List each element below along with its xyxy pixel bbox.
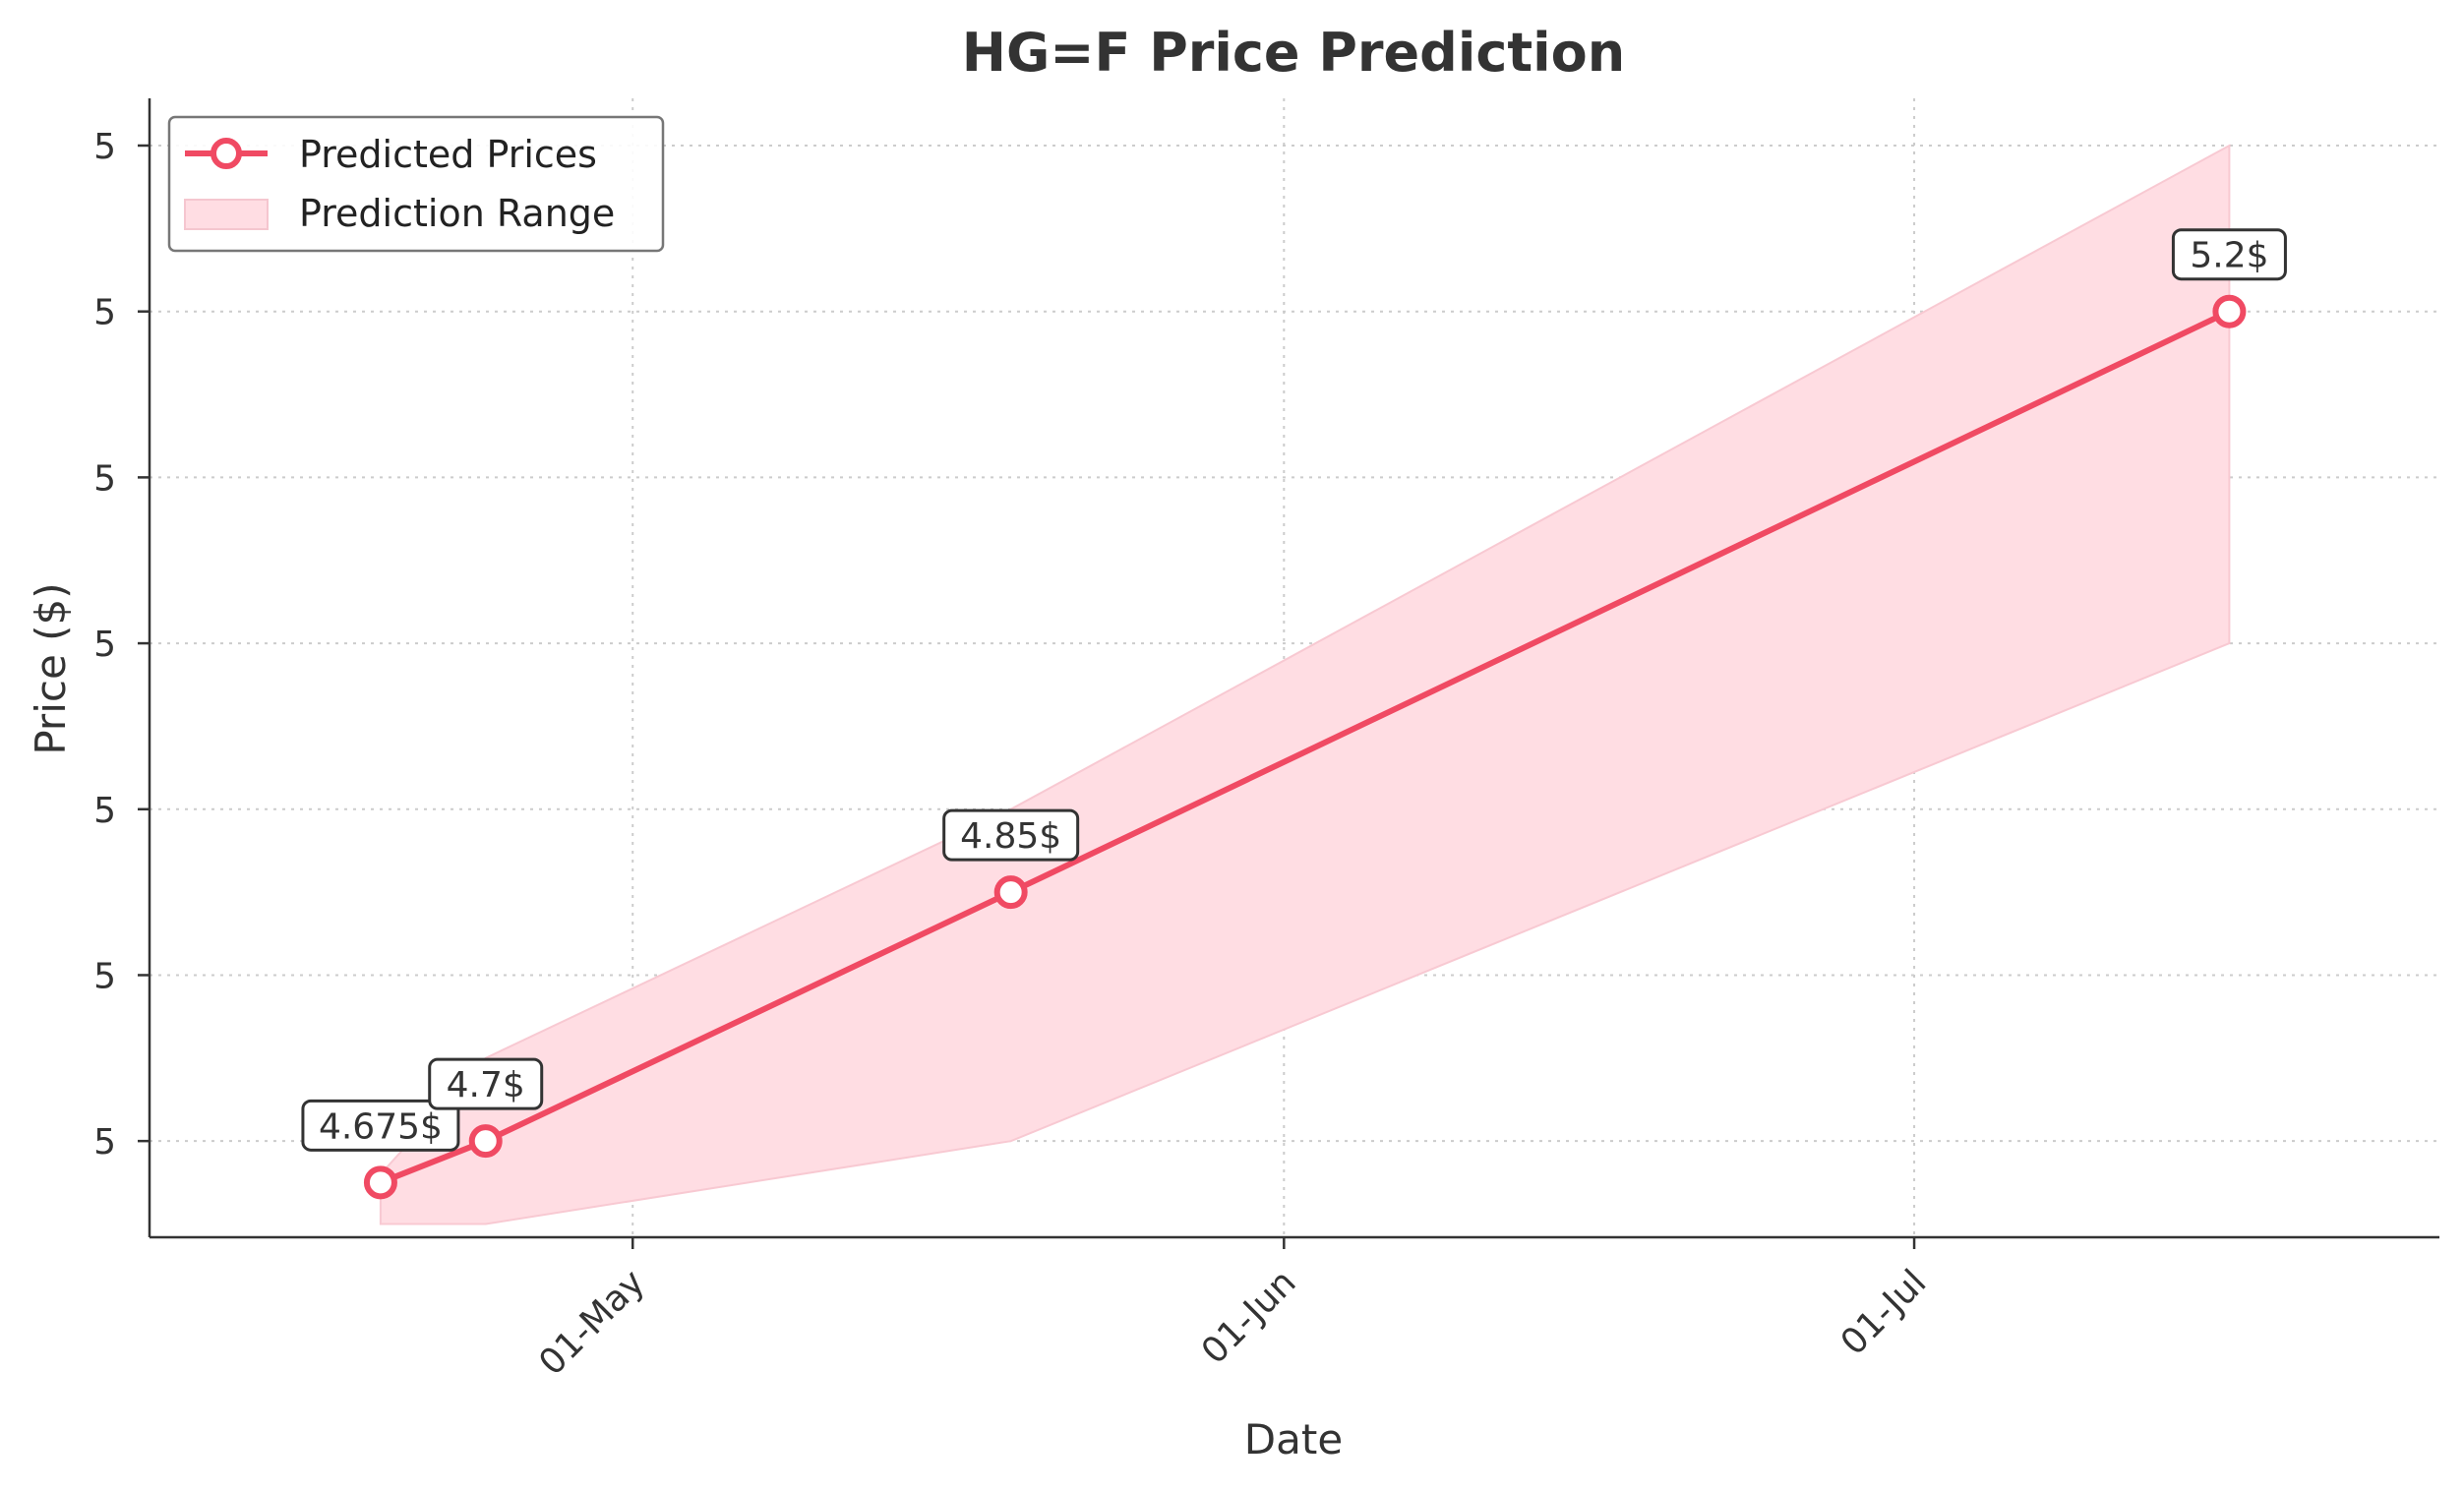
y-tick-label: 5 xyxy=(93,956,116,996)
prediction-range-band xyxy=(379,144,2231,1225)
legend-label-predicted: Predicted Prices xyxy=(299,133,597,176)
y-axis-label: Price ($) xyxy=(27,582,75,754)
x-tick-label: 01-May xyxy=(531,1262,652,1383)
y-tick-label: 5 xyxy=(93,458,116,499)
legend: Predicted Prices Prediction Range xyxy=(167,115,665,253)
y-tick-label: 5 xyxy=(93,127,116,167)
annotation-label: 4.7$ xyxy=(447,1065,525,1105)
predicted-price-point xyxy=(2212,294,2247,328)
annotation-box xyxy=(428,1057,544,1110)
x-axis-label: Date xyxy=(1244,1415,1343,1463)
predicted-price-point xyxy=(363,1165,397,1200)
x-tick-label: 01-Jul xyxy=(1833,1262,1935,1363)
legend-frame xyxy=(167,115,665,253)
chart-title: HG=F Price Prediction xyxy=(962,22,1625,84)
annotation-box xyxy=(2171,228,2287,281)
annotation-label: 5.2$ xyxy=(2190,236,2268,276)
annotation-box xyxy=(301,1099,460,1152)
legend-band-swatch xyxy=(184,199,269,230)
predicted-price-point xyxy=(468,1124,503,1159)
y-tick-label: 5 xyxy=(93,625,116,665)
legend-label-range: Prediction Range xyxy=(299,192,615,235)
predicted-price-point xyxy=(993,875,1028,910)
annotations: 4.675$4.7$ 4.85$ 5.2$ xyxy=(301,228,2287,1152)
annotation-box xyxy=(942,808,1080,862)
x-tick-label: 01-Jun xyxy=(1194,1262,1304,1372)
annotation-label: 4.85$ xyxy=(960,816,1061,857)
predicted-prices-polyline xyxy=(379,308,2231,1186)
annotation-label: 4.675$ xyxy=(319,1106,443,1147)
legend-marker-swatch xyxy=(210,138,242,169)
y-tick-label: 5 xyxy=(93,293,116,333)
y-tick-label: 5 xyxy=(93,791,116,831)
predicted-prices-line xyxy=(363,294,2247,1200)
prediction-range-area xyxy=(379,144,2231,1225)
y-tick-label: 5 xyxy=(93,1122,116,1163)
